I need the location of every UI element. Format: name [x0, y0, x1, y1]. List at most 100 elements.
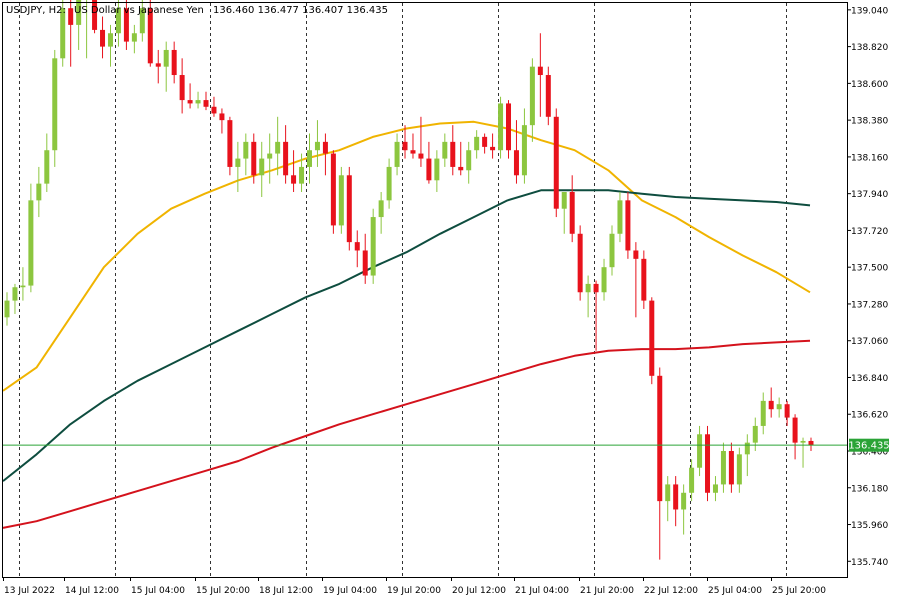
candle-body	[52, 58, 58, 151]
candle	[553, 108, 559, 218]
header-description: US Dollar vs Japanese Yen	[74, 5, 204, 16]
candle	[633, 242, 639, 318]
y-tick-label: 137.940	[851, 190, 888, 200]
candle	[641, 250, 647, 309]
candle-body	[195, 100, 201, 104]
candle-body	[569, 191, 575, 234]
candle-body	[211, 106, 217, 114]
candle	[123, 0, 129, 50]
x-tick-label: 21 Jul 04:00	[515, 586, 569, 596]
candle-body	[609, 233, 615, 268]
candle-body	[291, 175, 297, 184]
x-tick-label: 21 Jul 20:00	[580, 586, 634, 596]
candle-body	[155, 63, 161, 67]
x-tick-label: 15 Jul 04:00	[131, 586, 185, 596]
candle-body	[410, 150, 416, 154]
candle	[36, 166, 42, 218]
y-tick-label: 137.280	[851, 300, 888, 310]
candle	[291, 150, 297, 192]
candle-body	[251, 141, 257, 176]
candle-body	[259, 158, 265, 176]
candle-body	[68, 8, 74, 25]
candle-body	[306, 150, 312, 167]
current-price-tag-bg	[849, 438, 889, 452]
candle	[442, 133, 448, 167]
candle	[569, 175, 575, 243]
candle	[665, 476, 671, 522]
candle-body	[4, 300, 10, 318]
candle-body	[482, 136, 488, 147]
candle-body	[346, 175, 352, 243]
candle-body	[712, 484, 718, 493]
candle-body	[808, 440, 814, 446]
candles	[4, 0, 814, 560]
candle-body	[697, 434, 703, 468]
x-tick-label: 14 Jul 12:00	[65, 586, 119, 596]
candle	[4, 292, 10, 326]
candle	[760, 392, 766, 435]
candle	[617, 191, 623, 243]
candle	[426, 141, 432, 184]
candle-body	[744, 442, 750, 455]
candle	[474, 130, 480, 159]
candle-body	[235, 158, 241, 167]
candle	[306, 133, 312, 184]
candle-body	[561, 191, 567, 209]
candle	[68, 0, 74, 67]
candle-body	[171, 49, 177, 76]
candle	[275, 116, 281, 176]
candle-body	[60, 8, 66, 59]
candle	[601, 258, 607, 301]
chart-header: USDJPY, H2: US Dollar vs Japanese Yen 13…	[6, 5, 388, 16]
candle	[506, 100, 512, 159]
candle	[545, 66, 551, 126]
candle-body	[394, 141, 400, 167]
candle-body	[649, 300, 655, 376]
candle	[330, 150, 336, 234]
candle	[60, 0, 66, 67]
candle-body	[705, 434, 711, 493]
moving-average-line-1	[2, 189, 811, 482]
candle	[52, 49, 58, 167]
candle	[227, 116, 233, 176]
candle	[609, 225, 615, 276]
candle	[689, 459, 695, 502]
candle	[498, 96, 504, 159]
candle-body	[513, 150, 519, 176]
candle	[92, 0, 98, 34]
candle	[736, 447, 742, 493]
candle-body	[673, 484, 679, 510]
candle	[338, 166, 344, 234]
candle-body	[458, 166, 464, 171]
y-tick-label: 136.180	[851, 484, 888, 494]
x-tick-label: 19 Jul 04:00	[323, 586, 377, 596]
candle	[792, 414, 798, 460]
candle-body	[784, 404, 790, 418]
candle	[537, 33, 543, 117]
candle	[402, 125, 408, 159]
current-price-label: 136.435	[848, 441, 889, 452]
candle	[44, 133, 50, 192]
candle-body	[12, 287, 18, 301]
candle	[115, 0, 121, 47]
moving-average-line-2	[2, 339, 811, 529]
candle-body	[553, 116, 559, 209]
price-axis: 139.260139.040138.820138.600138.380138.1…	[847, 6, 888, 568]
candle	[107, 24, 113, 67]
candle	[681, 484, 687, 535]
candle	[346, 166, 352, 251]
current-price-tag: 136.435	[848, 438, 890, 452]
candle-body	[633, 250, 639, 259]
candle	[370, 208, 376, 284]
candle-body	[275, 141, 281, 154]
candle	[100, 16, 106, 59]
candle	[529, 58, 535, 142]
candle-body	[601, 267, 607, 293]
candle	[808, 437, 814, 451]
candle	[450, 125, 456, 176]
candle-body	[314, 141, 320, 151]
candle	[776, 397, 782, 418]
candle-body	[107, 33, 113, 47]
candle-body	[593, 283, 599, 293]
x-tick-label: 25 Jul 04:00	[708, 586, 762, 596]
